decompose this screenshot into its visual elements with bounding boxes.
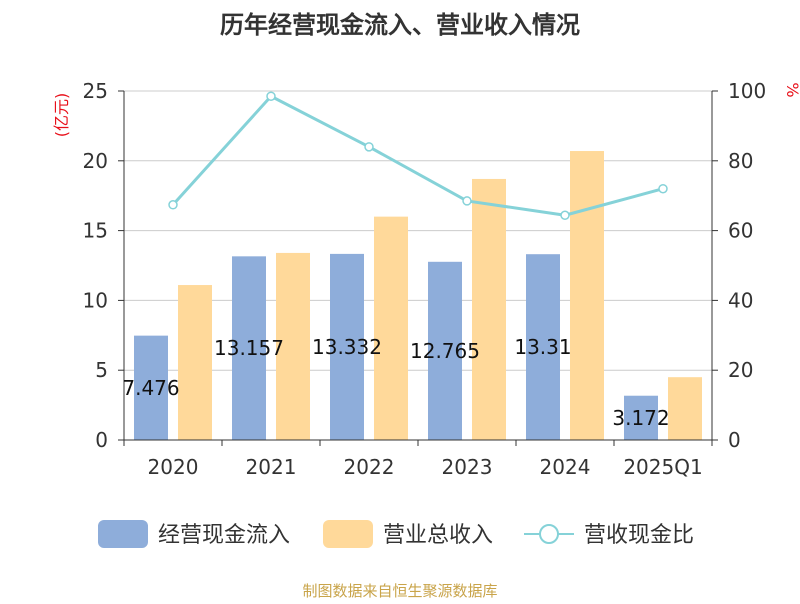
bar [232,256,266,440]
line-point [658,183,668,194]
line-point [364,142,374,152]
series-line [171,94,664,217]
line-point [462,196,472,206]
bar [526,254,560,440]
line-series [168,91,668,220]
x-tick-label: 2024 [540,455,591,479]
x-tick-label: 2020 [148,455,199,479]
y-right-tick-label: 40 [728,288,753,312]
legend-label: 营业总收入 [383,523,493,548]
bar [428,261,462,440]
chart-title: 历年经营现金流入、营业收入情况 [220,11,580,39]
y-axis-right-label: % [783,82,800,97]
bar [330,253,364,440]
y-right-tick-label: 80 [728,149,753,173]
legend: 经营现金流入 营业总收入 营收现金比 [98,520,694,548]
bar [472,178,506,440]
grid-lines [124,90,712,371]
y-left-tick-label: 5 [95,358,108,382]
x-tick-label: 2022 [344,455,395,479]
y-left-tick-label: 10 [83,288,108,312]
y-left-tick-label: 25 [83,79,108,103]
bar [374,216,408,440]
y-right-tick-label: 60 [728,219,753,243]
bar [570,151,604,440]
bar-value-label: 13.157 [214,336,284,360]
bar-value-label: 13.332 [312,335,382,359]
y-left-tick-label: 15 [83,219,108,243]
y-right-tick-label: 20 [728,358,753,382]
bar-value-label: 13.31 [514,335,571,359]
bar [178,285,212,440]
bar [624,395,658,440]
legend-label: 营收现金比 [584,523,694,548]
bar-group [134,151,702,440]
y-left-tick-label: 20 [83,149,108,173]
y-right-tick-label: 0 [728,428,741,452]
source-note: 制图数据来自恒生聚源数据库 [302,582,497,600]
legend-label: 经营现金流入 [158,523,290,548]
bar [276,252,310,440]
y-left-tick-label: 0 [95,428,108,452]
bar-value-label: 3.172 [612,406,669,430]
x-tick-label: 2023 [442,455,493,479]
y-right-tick-label: 100 [728,79,766,103]
legend-swatch [323,520,373,548]
y-axis-left-label: (亿元) [52,93,71,138]
bar [668,377,702,440]
line-point [266,91,276,101]
bar [134,335,168,440]
axes: 0 5 10 15 20 25 0 20 40 60 80 100 2020 2021 2022 2023 20… [83,79,767,479]
legend-swatch [98,520,148,548]
bar-value-label: 12.765 [410,339,480,363]
line-point [168,200,178,210]
x-tick-label: 2021 [246,455,297,479]
line-point [560,210,570,220]
bar-value-label: 7.476 [122,376,179,400]
data-labels: 7.476 13.157 13.332 12.765 13.31 3.172 [122,335,669,430]
legend-marker [539,524,559,544]
x-tick-label: 2025Q1 [623,455,702,479]
